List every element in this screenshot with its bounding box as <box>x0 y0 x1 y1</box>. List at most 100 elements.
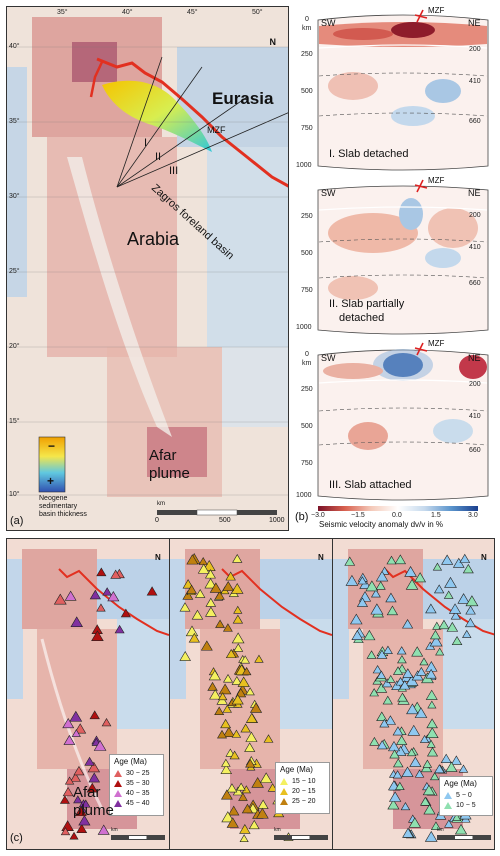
legend-c2-row-2: 25 − 20 <box>280 796 325 806</box>
volcano-triangle <box>432 562 443 571</box>
basin-legend-minus: − <box>48 439 56 453</box>
volcano-triangle <box>245 687 255 696</box>
volcano-triangle <box>441 554 454 565</box>
volcano-triangle <box>382 695 393 705</box>
colorbar-tick-4: 3.0 <box>468 512 478 519</box>
volcano-triangle <box>404 565 417 577</box>
volcano-triangle <box>110 569 121 579</box>
volcano-triangle <box>414 707 428 718</box>
basin-legend-caption-3: basin thickness <box>39 511 87 518</box>
volcano-triangle <box>432 621 442 630</box>
legend-c1-label-1: 35 − 30 <box>126 779 150 787</box>
map-c1-svg <box>7 539 169 849</box>
volcano-triangle <box>397 655 407 664</box>
legend-c2-label-0: 15 − 10 <box>292 777 316 785</box>
volcano-triangle <box>402 827 414 838</box>
triangle-icon <box>280 787 288 795</box>
section-III-disc-200: 200 <box>469 381 481 388</box>
scale-unit-c2: km <box>274 827 281 833</box>
volcano-triangle <box>89 589 101 600</box>
colorbar-tick-1: −1.5 <box>351 512 365 519</box>
triangle-icon <box>444 791 452 799</box>
volcano-triangle <box>220 789 233 800</box>
volcano-triangle <box>88 772 101 783</box>
section-II-depth-500: 500 <box>301 250 313 257</box>
section-II-depth-250: 250 <box>301 213 313 220</box>
volcano-triangle <box>240 723 251 733</box>
volcano-triangle <box>392 726 404 736</box>
legend-c1-title: Age (Ma) <box>114 757 147 766</box>
volcano-triangle <box>205 606 217 617</box>
volcano-triangle <box>345 574 359 586</box>
lat-tick-15: 15° <box>9 418 20 425</box>
volcano-triangle <box>452 813 462 821</box>
volcano-triangle <box>430 821 441 830</box>
volcano-triangle <box>425 727 439 739</box>
section-I-depth-1000: 1000 <box>296 162 312 169</box>
volcano-triangle <box>225 571 236 581</box>
volcano-triangle <box>376 649 388 659</box>
volcano-triangle <box>457 593 470 604</box>
volcano-triangle <box>356 597 369 607</box>
section-II-caption-2: detached <box>339 312 385 324</box>
colorbar-tick-3: 1.5 <box>431 512 441 519</box>
scale-unit-c1: km <box>111 827 118 833</box>
zagros-foreland-basin <box>102 80 212 152</box>
plume-label-a: plume <box>149 465 190 482</box>
volcano-triangle <box>64 776 75 785</box>
lat-tick-20: 20° <box>9 343 20 350</box>
volcano-triangle <box>62 786 74 797</box>
lat-tick-25: 25° <box>9 268 20 275</box>
volcano-triangle <box>379 718 390 728</box>
volcano-triangle <box>74 806 87 817</box>
volcano-triangle <box>454 823 468 835</box>
volcano-triangle <box>229 750 240 760</box>
north-arrow-c3: N <box>481 553 487 562</box>
volcano-triangle <box>357 576 368 585</box>
volcano-triangle <box>71 729 81 737</box>
section-I-svg <box>317 9 489 171</box>
section-I-caption: I. Slab detached <box>329 148 409 160</box>
volcano-triangle <box>458 764 469 773</box>
triangle-icon <box>280 797 288 805</box>
section-II-depth-750: 750 <box>301 287 313 294</box>
volcano-triangle <box>350 613 363 625</box>
dead-sea-fault <box>89 61 104 98</box>
volcano-triangle <box>239 834 249 842</box>
volcano-triangle <box>222 704 232 713</box>
volcano-triangle <box>240 655 251 664</box>
volcano-triangle <box>440 753 452 764</box>
volcano-triangle <box>220 764 233 774</box>
section-III-depth-750: 750 <box>301 460 313 467</box>
volcano-triangle <box>107 591 120 602</box>
north-arrow-c1: N <box>155 553 161 562</box>
scale-unit-c3: km <box>437 827 444 833</box>
section-I-depth-500: 500 <box>301 88 313 95</box>
north-arrow-a: N <box>269 37 277 47</box>
legend-c3: Age (Ma) 5 − 0 10 − 5 <box>439 776 493 816</box>
volcano-triangle <box>427 700 437 709</box>
velocity-anomaly-blue-w <box>7 67 27 297</box>
velocity-anomaly-red-c <box>47 137 177 357</box>
volcano-triangle <box>465 605 476 615</box>
volcano-triangle <box>101 717 112 727</box>
section-III-depth-unit: km <box>302 360 312 367</box>
volcano-triangle <box>245 731 258 742</box>
volcano-triangle <box>96 603 106 612</box>
triangle-icon <box>114 789 122 797</box>
volcano-triangle <box>406 748 417 757</box>
volcano-triangle <box>406 703 419 715</box>
scale-bar-c2 <box>274 835 328 840</box>
velocity-anomaly-blue-s <box>222 347 288 427</box>
volcano-triangle <box>217 692 228 701</box>
volcano-triangle <box>186 554 199 565</box>
volcano-triangle <box>217 729 228 739</box>
volcano-triangle <box>429 635 443 647</box>
panel-c: Age (Ma) 30 − 25 35 − 30 40 − 35 45 − 40… <box>6 538 495 850</box>
triangle-icon <box>444 801 452 809</box>
volcano-triangle <box>370 603 384 615</box>
volcano-triangle <box>365 580 379 592</box>
profile-label-II: II <box>155 151 162 163</box>
volcano-triangle <box>386 555 397 565</box>
volcano-triangle <box>369 736 380 746</box>
